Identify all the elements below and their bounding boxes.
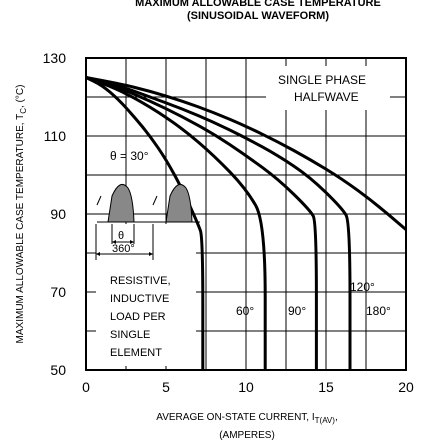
single-phase-box — [266, 66, 390, 110]
inset-360-label: 360° — [112, 243, 135, 255]
x-tick-label: 10 — [238, 379, 254, 395]
x-axis-label-line2: (AMPERES) — [219, 430, 275, 441]
waveform-inset-icon — [95, 183, 200, 260]
y-axis-label: MAXIMUM ALLOWABLE CASE TEMPERATURE, TC, … — [15, 85, 28, 344]
x-tick-label: 0 — [82, 379, 90, 395]
y-tick-label: 130 — [43, 50, 67, 66]
series-line — [85, 76, 205, 370]
y-tick-label: 70 — [50, 284, 66, 300]
series-group — [85, 76, 407, 370]
x-tick-label: 5 — [162, 379, 170, 395]
label-60: 60° — [236, 304, 254, 318]
series-line — [85, 76, 407, 231]
y-tick-label: 50 — [50, 362, 66, 378]
label-90: 90° — [288, 304, 306, 318]
load-note-line2: INDUCTIVE — [110, 293, 169, 305]
plot-frame — [85, 57, 407, 371]
y-tick-label: 90 — [50, 206, 66, 222]
label-180: 180° — [366, 304, 391, 318]
y-tick-label: 110 — [44, 128, 67, 144]
x-tick-label: 20 — [398, 379, 414, 395]
single-phase-line2: HALFWAVE — [294, 90, 359, 104]
load-note-line1: RESISTIVE, — [110, 275, 171, 287]
series-line — [85, 76, 352, 370]
theta-30-label: θ = 30° — [110, 149, 149, 163]
chart-title: MAXIMUM ALLOWABLE CASE TEMPERATURE — [135, 0, 381, 9]
axis-ticks: 0 5 10 15 20 50 70 90 110 130 — [43, 50, 414, 395]
load-note-line4: SINGLE — [110, 329, 150, 341]
single-phase-line1: SINGLE PHASE — [278, 73, 366, 87]
x-tick-label: 15 — [318, 379, 334, 395]
x-axis-label: AVERAGE ON-STATE CURRENT, IT(AV), — [156, 412, 337, 425]
label-120: 120° — [350, 280, 375, 294]
chart-subtitle: (SINUSOIDAL WAVEFORM) — [187, 10, 329, 22]
load-note-box — [96, 224, 196, 366]
load-note-line5: ELEMENT — [110, 347, 162, 359]
inset-theta-label: θ — [118, 230, 124, 242]
load-note-line3: LOAD PER — [110, 311, 166, 323]
series-line — [85, 76, 318, 370]
